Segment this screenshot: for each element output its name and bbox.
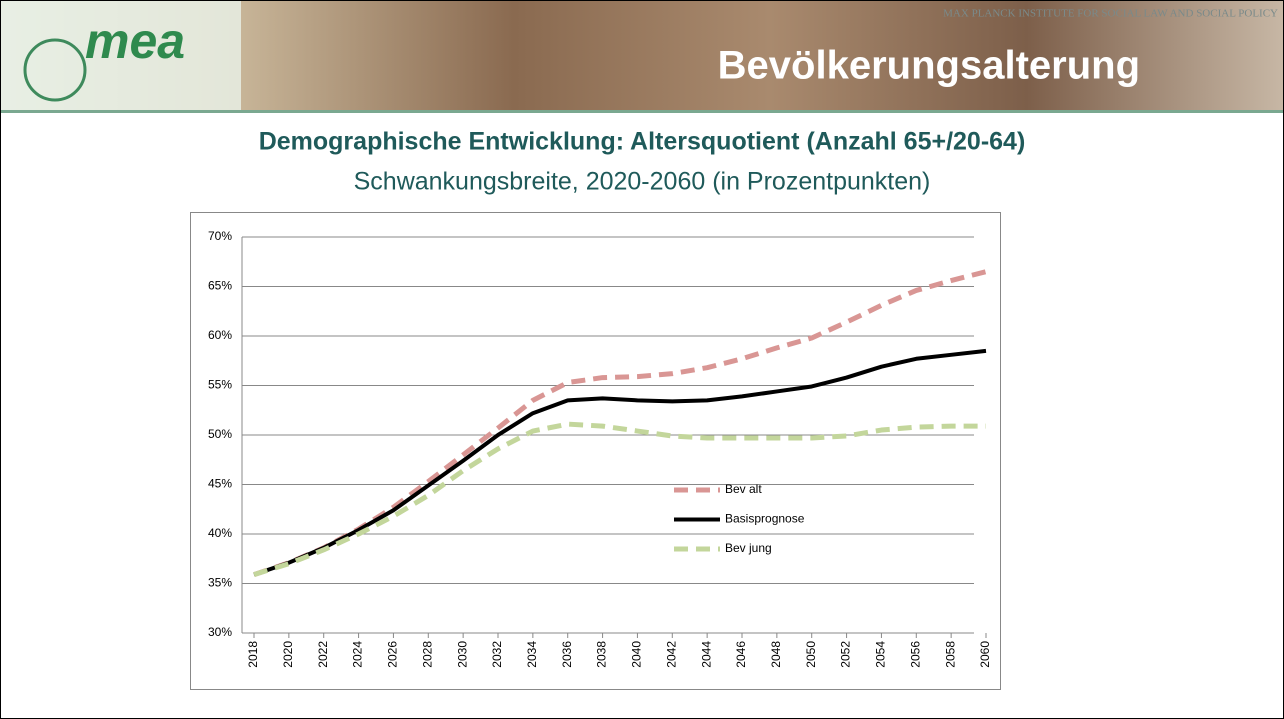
banner-rule <box>1 110 1283 113</box>
x-tick-label: 2038 <box>595 641 609 668</box>
y-tick-label: 65% <box>208 279 232 293</box>
y-tick-label: 50% <box>208 427 232 441</box>
series-line <box>253 421 986 577</box>
topic: Bevölkerungsalterung <box>718 44 1140 88</box>
banner-fade <box>1 1 241 110</box>
y-tick-label: 60% <box>208 328 232 342</box>
y-tick-label: 55% <box>208 378 232 392</box>
x-tick-label: 2034 <box>525 641 539 668</box>
x-tick-label: 2046 <box>734 641 748 668</box>
x-tick-label: 2054 <box>874 641 888 668</box>
y-tick-label: 70% <box>208 229 232 243</box>
y-tick-label: 35% <box>208 576 232 590</box>
x-tick-label: 2022 <box>316 641 330 668</box>
logo: mea <box>85 13 185 69</box>
x-tick-label: 2050 <box>804 641 818 668</box>
x-tick-label: 2036 <box>560 641 574 668</box>
x-tick-label: 2028 <box>420 641 434 668</box>
x-tick-label: 2058 <box>943 641 957 668</box>
y-tick-label: 45% <box>208 477 232 491</box>
chart-frame <box>190 212 1001 690</box>
chart-title: Demographische Entwicklung: Altersquotie… <box>259 128 1026 156</box>
y-tick-label: 30% <box>208 625 232 639</box>
logo-emblem <box>23 38 87 102</box>
x-tick-label: 2052 <box>839 641 853 668</box>
x-tick-label: 2024 <box>351 641 365 668</box>
x-tick-label: 2040 <box>630 641 644 668</box>
x-tick-label: 2042 <box>664 641 678 668</box>
chart-subtitle: Schwankungsbreite, 2020-2060 (in Prozent… <box>354 168 931 196</box>
x-tick-label: 2048 <box>769 641 783 668</box>
x-tick-label: 2018 <box>246 641 260 668</box>
x-tick-label: 2020 <box>281 641 295 668</box>
x-tick-label: 2044 <box>699 641 713 668</box>
x-tick-label: 2032 <box>490 641 504 668</box>
series-line <box>253 348 987 577</box>
x-tick-label: 2060 <box>978 641 992 668</box>
x-tick-label: 2030 <box>455 641 469 668</box>
legend-label: Bev alt <box>725 482 762 496</box>
legend-label: Basisprognose <box>725 512 805 526</box>
x-tick-label: 2026 <box>386 641 400 668</box>
x-tick-label: 2056 <box>908 641 922 668</box>
y-tick-label: 40% <box>208 526 232 540</box>
legend-label: Bev jung <box>725 541 772 555</box>
institute-name: MAX PLANCK INSTITUTE FOR SOCIAL LAW AND … <box>943 8 1278 20</box>
